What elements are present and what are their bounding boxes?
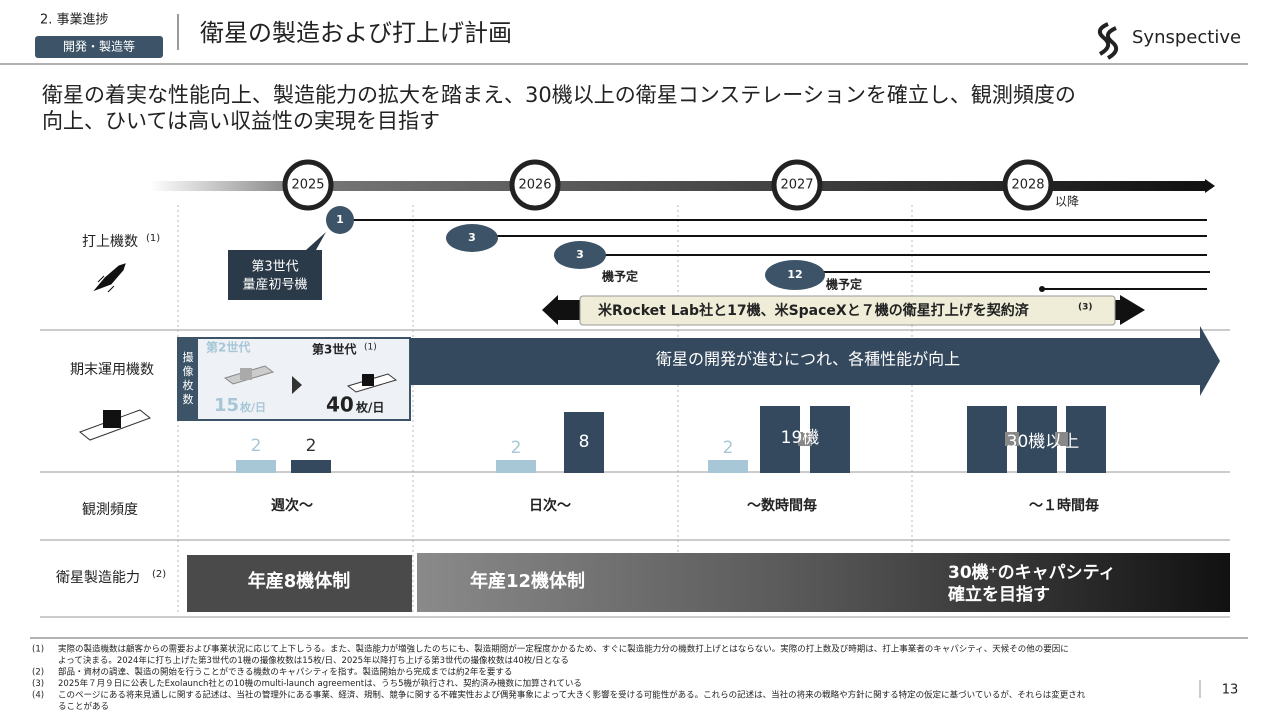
bar-label: 2 bbox=[306, 436, 317, 456]
year-circle bbox=[509, 159, 561, 211]
after: 以降 bbox=[1055, 195, 1079, 209]
year: 2028 bbox=[1011, 178, 1044, 193]
year: 2027 bbox=[780, 178, 813, 193]
arrow-text: 衛星の開発が進むにつれ、各種性能が向上 bbox=[656, 350, 960, 369]
bar-label: 2 bbox=[723, 438, 734, 458]
year-circle bbox=[1002, 159, 1054, 211]
box-label: 数 bbox=[183, 393, 194, 406]
bar-label: 8 bbox=[579, 432, 590, 452]
planned: 機予定 bbox=[602, 269, 638, 284]
footnote: 部品・資材の調達、製造の開始を行うことができる機数のキャパシティを指す。製造開始… bbox=[58, 667, 512, 678]
bubble bbox=[765, 260, 825, 290]
frequency: 日次～ bbox=[529, 497, 571, 514]
footnote: このページにある将来見通しに関する記述は、当社の管理外にある事業、経済、規制、競… bbox=[58, 690, 1086, 701]
big-arrow bbox=[410, 326, 1220, 396]
title: 衛星の製造および打上げ計画 bbox=[200, 19, 512, 47]
year: 2025 bbox=[291, 178, 324, 193]
bubble bbox=[446, 224, 498, 252]
bubble-label: 12 bbox=[787, 268, 802, 281]
frequency: ～１時間毎 bbox=[1029, 497, 1099, 514]
gen3-rate: 40 bbox=[326, 393, 354, 417]
lead: 向上、ひいては高い収益性の実現を目指す bbox=[42, 109, 440, 133]
footnote: 2025年７月９日に公表したExolaunch社との10機のmulti-laun… bbox=[58, 678, 582, 689]
footnote-mark: (1) bbox=[32, 645, 44, 655]
page-number: 13 bbox=[1222, 683, 1239, 698]
rate-box-side bbox=[178, 338, 198, 420]
capacity-box bbox=[417, 553, 1230, 612]
capacity-box bbox=[187, 555, 412, 612]
logo-icon bbox=[1097, 22, 1119, 60]
capacity: 確立を目指す bbox=[948, 584, 1050, 605]
unit: 枚/日 bbox=[356, 400, 384, 415]
bubble-label: 3 bbox=[576, 248, 584, 261]
callout-text: 量産初号機 bbox=[242, 277, 307, 293]
launch-dot bbox=[1039, 286, 1045, 292]
box-label: 撮 bbox=[183, 350, 194, 364]
bar-label: 2 bbox=[251, 436, 262, 456]
box-label: 枚 bbox=[183, 378, 194, 392]
rate-arrow bbox=[292, 376, 302, 394]
gen2-rate: 15 bbox=[214, 395, 239, 416]
footnote-mark: (2) bbox=[32, 668, 44, 678]
callout bbox=[228, 232, 326, 300]
callout-text: 第3世代 bbox=[251, 260, 298, 275]
footnote-mark: (3) bbox=[32, 679, 44, 689]
sat-icon bbox=[362, 374, 374, 386]
frequency: ～数時間毎 bbox=[747, 497, 817, 514]
note: (1) bbox=[146, 233, 160, 244]
note: (2) bbox=[152, 569, 166, 580]
year-circle bbox=[282, 159, 334, 211]
row-label: 観測頻度 bbox=[82, 501, 138, 518]
bar-label: 30機以上 bbox=[1007, 432, 1080, 452]
lead: 衛星の着実な性能向上、製造能力の拡大を踏まえ、30機以上の衛星コンステレーション… bbox=[42, 83, 1076, 107]
footnote-mark: (4) bbox=[32, 691, 44, 701]
row-label: 期末運用機数 bbox=[70, 362, 154, 378]
bubble-label: 3 bbox=[468, 231, 476, 244]
timeline-bar bbox=[150, 181, 1205, 191]
bubble-label: 1 bbox=[336, 213, 344, 226]
contract: 米Rocket Lab社と17機、米SpaceXと７機の衛星打上げを契約済 bbox=[598, 302, 1030, 319]
launch-lines bbox=[352, 219, 1210, 290]
bubble bbox=[326, 206, 354, 234]
bar-label: 2 bbox=[511, 438, 522, 458]
footnote: 実際の製造機数は顧客からの需要および事業状況に応じて上下しうる。また、製造能力が… bbox=[58, 644, 1069, 655]
sat-icon bbox=[240, 368, 252, 380]
timeline-arrow bbox=[1205, 179, 1215, 193]
section: 2. 事業進捗 bbox=[40, 12, 109, 28]
bubble bbox=[554, 241, 606, 269]
box-label: 像 bbox=[183, 365, 194, 378]
capacity: 年産8機体制 bbox=[248, 570, 351, 592]
bars bbox=[236, 406, 1106, 473]
bar-label: 19機 bbox=[781, 428, 820, 448]
planned: 機予定 bbox=[826, 277, 862, 292]
note: (1) bbox=[364, 343, 377, 353]
capacity: 年産12機体制 bbox=[470, 570, 585, 592]
contract-box bbox=[579, 295, 1116, 326]
gen2: 第2世代 bbox=[206, 340, 250, 355]
unit: 枚/日 bbox=[240, 400, 266, 414]
frequency: 週次～ bbox=[271, 497, 313, 514]
row-label: 衛星製造能力 bbox=[56, 570, 140, 586]
rocket-icon bbox=[93, 263, 126, 293]
tag: 開発・製造等 bbox=[63, 40, 135, 54]
capacity: 30機⁺のキャパシティ bbox=[948, 562, 1116, 583]
tag-bg bbox=[35, 36, 163, 58]
logo: Synspective bbox=[1132, 27, 1241, 48]
footnote: よって決まる。2024年に打ち上げた第3世代の1機の撮像枚数は15枚/日、202… bbox=[58, 655, 569, 666]
gen3: 第3世代 bbox=[312, 342, 356, 357]
row-label: 打上機数 bbox=[82, 233, 138, 250]
sat-icon bbox=[103, 410, 121, 428]
footnote: ることがある bbox=[58, 701, 109, 712]
note: (3) bbox=[1078, 303, 1093, 313]
year: 2026 bbox=[518, 178, 551, 193]
year-circle bbox=[771, 159, 823, 211]
